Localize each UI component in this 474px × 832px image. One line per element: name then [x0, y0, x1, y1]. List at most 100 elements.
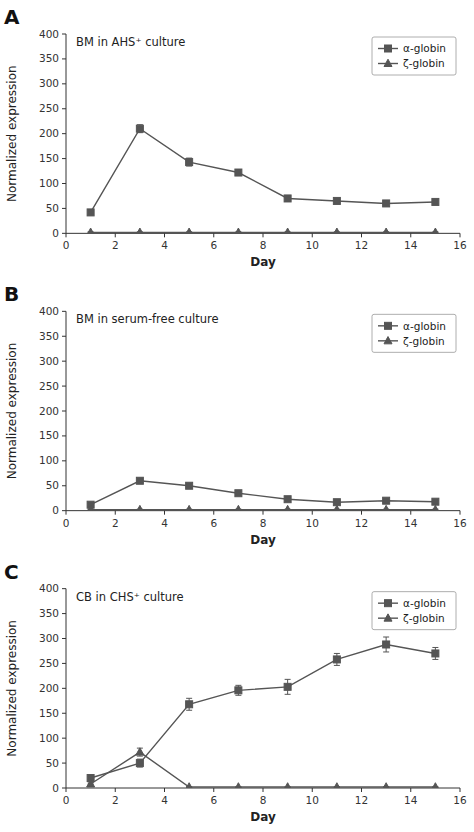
- data-point: [383, 641, 390, 648]
- panel-label: A: [4, 5, 20, 29]
- y-tick-label: 400: [39, 305, 59, 317]
- x-tick-label: 12: [355, 239, 368, 251]
- x-tick: [66, 511, 67, 515]
- y-tick-label: 300: [39, 77, 59, 89]
- y-tick: [62, 485, 66, 486]
- y-tick: [62, 311, 66, 312]
- data-point: [235, 169, 242, 176]
- x-tick: [115, 788, 116, 792]
- data-point: [431, 228, 439, 233]
- plot-area: [87, 637, 440, 788]
- y-tick: [62, 460, 66, 461]
- panel: 0501001502002503003504000246810121416Day…: [4, 282, 467, 546]
- x-tick: [164, 788, 165, 792]
- panel-title: CB in CHS⁺ culture: [76, 590, 184, 604]
- y-tick: [62, 361, 66, 362]
- x-tick-label: 16: [453, 517, 467, 529]
- legend-label: α-globin: [403, 320, 446, 332]
- y-tick: [62, 663, 66, 664]
- plot-area: [87, 477, 440, 510]
- y-tick: [62, 208, 66, 209]
- x-tick-label: 10: [306, 517, 319, 529]
- x-tick: [312, 233, 313, 237]
- error-bar: [432, 647, 438, 659]
- data-point: [234, 228, 242, 233]
- series-line: [91, 752, 436, 787]
- x-tick-label: 16: [453, 239, 467, 251]
- y-tick: [62, 738, 66, 739]
- y-tick-label: 300: [39, 355, 59, 367]
- data-point: [382, 505, 390, 510]
- y-tick-label: 100: [39, 454, 59, 466]
- x-tick-label: 6: [210, 794, 217, 806]
- data-point: [431, 783, 439, 788]
- x-axis-label: Day: [250, 810, 276, 824]
- x-tick: [115, 511, 116, 515]
- y-tick: [62, 233, 66, 234]
- y-tick-label: 50: [46, 757, 59, 769]
- y-axis-label: Normalized expression: [5, 343, 19, 480]
- x-tick: [213, 788, 214, 792]
- x-tick-label: 0: [63, 239, 70, 251]
- x-tick: [361, 511, 362, 515]
- data-point: [333, 656, 340, 663]
- y-tick-label: 250: [39, 102, 59, 114]
- series-line: [91, 644, 436, 778]
- data-point: [383, 497, 390, 504]
- legend-frame: [372, 592, 456, 630]
- y-tick-label: 0: [52, 227, 59, 239]
- data-point: [186, 701, 193, 708]
- x-tick: [460, 233, 461, 237]
- x-tick: [213, 511, 214, 515]
- panel-title: BM in AHS⁺ culture: [76, 35, 185, 49]
- data-point: [431, 505, 439, 510]
- data-point: [136, 760, 143, 767]
- x-tick: [263, 233, 264, 237]
- y-tick: [62, 763, 66, 764]
- data-point: [432, 498, 439, 505]
- x-tick: [361, 233, 362, 237]
- data-point: [185, 783, 193, 788]
- x-tick: [312, 511, 313, 515]
- y-axis-label: Normalized expression: [5, 620, 19, 757]
- x-tick-label: 4: [161, 794, 168, 806]
- x-tick: [66, 233, 67, 237]
- legend-marker: [385, 45, 392, 52]
- x-tick-label: 16: [453, 794, 467, 806]
- panel-title: BM in serum-free culture: [76, 312, 219, 326]
- x-tick-label: 10: [306, 794, 319, 806]
- y-tick-label: 200: [39, 405, 59, 417]
- data-point: [284, 505, 292, 510]
- x-tick-label: 8: [260, 517, 267, 529]
- data-point: [136, 748, 144, 755]
- y-tick-label: 350: [39, 330, 59, 342]
- y-tick: [62, 788, 66, 789]
- x-tick-label: 10: [306, 239, 319, 251]
- x-tick-label: 12: [355, 517, 368, 529]
- data-point: [136, 477, 143, 484]
- x-tick-label: 2: [112, 794, 119, 806]
- x-tick-label: 2: [112, 239, 119, 251]
- panel: 0501001502002503003504000246810121416Day…: [4, 560, 467, 824]
- legend-marker: [384, 59, 392, 66]
- y-tick-label: 250: [39, 380, 59, 392]
- legend-marker: [385, 322, 392, 329]
- data-point: [234, 783, 242, 788]
- y-tick-label: 100: [39, 732, 59, 744]
- error-bar: [137, 759, 143, 767]
- data-point: [333, 505, 341, 510]
- x-tick-label: 12: [355, 794, 368, 806]
- data-point: [235, 490, 242, 497]
- data-point: [333, 228, 341, 233]
- y-tick: [62, 613, 66, 614]
- panel-label: B: [4, 282, 19, 306]
- data-point: [382, 228, 390, 233]
- y-tick: [62, 713, 66, 714]
- legend: α-globinζ-globin: [372, 314, 456, 352]
- x-tick-label: 6: [210, 239, 217, 251]
- y-tick: [62, 133, 66, 134]
- y-tick: [62, 108, 66, 109]
- data-point: [284, 228, 292, 233]
- x-tick: [460, 511, 461, 515]
- error-bar: [334, 653, 340, 665]
